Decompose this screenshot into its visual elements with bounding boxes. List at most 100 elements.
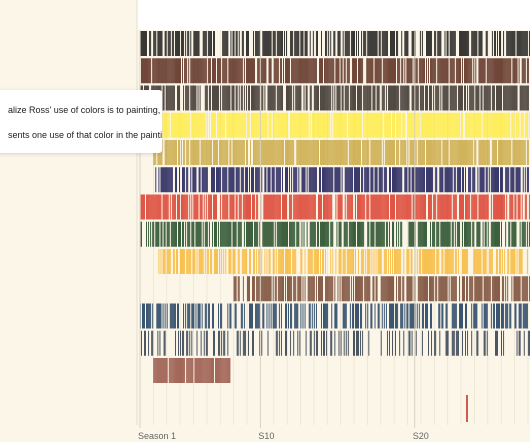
episode-mark <box>462 167 463 193</box>
episode-mark <box>395 303 397 329</box>
episode-mark <box>497 31 498 56</box>
episode-mark <box>463 194 464 220</box>
episode-mark <box>367 85 369 111</box>
episode-mark <box>347 194 349 220</box>
episode-mark <box>165 167 167 193</box>
episode-mark <box>468 221 470 247</box>
episode-mark <box>288 249 289 274</box>
episode-mark <box>278 31 280 56</box>
episode-mark <box>212 85 213 111</box>
episode-mark <box>397 58 399 84</box>
episode-mark <box>515 58 517 84</box>
episode-mark <box>428 140 429 165</box>
episode-mark <box>528 194 530 220</box>
episode-mark <box>479 167 481 193</box>
episode-mark <box>496 330 497 356</box>
episode-mark <box>348 140 350 165</box>
episode-mark <box>500 167 501 193</box>
episode-mark <box>187 140 189 165</box>
episode-mark <box>280 221 282 247</box>
episode-mark <box>268 249 270 274</box>
episode-mark <box>277 85 279 111</box>
episode-mark <box>471 58 473 84</box>
episode-mark <box>205 194 207 220</box>
episode-mark <box>184 249 186 274</box>
episode-mark <box>350 194 352 220</box>
episode-mark <box>477 167 479 193</box>
episode-mark <box>434 140 436 165</box>
episode-mark <box>232 221 234 247</box>
episode-mark <box>195 58 197 84</box>
episode-mark <box>510 303 512 329</box>
episode-mark <box>297 58 299 84</box>
episode-mark <box>203 31 205 56</box>
episode-mark <box>194 85 196 111</box>
episode-mark <box>419 221 421 247</box>
episode-mark <box>287 167 288 193</box>
episode-mark <box>252 167 253 193</box>
episode-mark <box>394 249 395 274</box>
episode-mark <box>212 58 213 84</box>
episode-mark <box>403 112 405 138</box>
episode-mark <box>451 249 453 274</box>
episode-mark <box>442 167 444 193</box>
episode-mark <box>294 303 296 329</box>
episode-mark <box>269 221 271 247</box>
episode-mark <box>280 249 282 274</box>
episode-mark <box>451 276 453 302</box>
episode-mark <box>402 85 404 111</box>
episode-mark <box>348 112 350 138</box>
episode-mark <box>145 330 146 356</box>
episode-mark <box>204 303 206 329</box>
episode-mark <box>192 112 194 138</box>
episode-mark <box>435 112 437 138</box>
episode-mark <box>497 167 498 193</box>
episode-mark <box>337 140 339 165</box>
episode-mark <box>289 140 291 165</box>
episode-mark <box>270 303 272 329</box>
episode-mark <box>453 31 455 56</box>
episode-mark <box>522 58 524 84</box>
episode-mark <box>421 330 423 356</box>
episode-mark <box>172 249 174 274</box>
episode-mark <box>166 303 168 329</box>
episode-mark <box>473 85 475 111</box>
episode-mark <box>174 58 176 84</box>
episode-mark <box>283 58 284 84</box>
episode-mark <box>378 31 380 56</box>
episode-mark <box>358 276 359 302</box>
episode-mark <box>476 330 478 356</box>
episode-mark <box>516 249 518 274</box>
episode-mark <box>313 85 315 111</box>
episode-mark <box>279 85 281 111</box>
episode-mark <box>512 140 514 165</box>
episode-mark <box>382 221 384 247</box>
episode-mark <box>174 112 176 138</box>
episode-mark <box>455 303 457 329</box>
episode-mark <box>180 112 181 138</box>
episode-mark <box>460 58 461 84</box>
episode-mark <box>169 85 171 111</box>
episode-mark <box>367 58 369 84</box>
episode-mark <box>351 221 353 247</box>
episode-mark <box>269 85 271 111</box>
episode-mark <box>294 112 296 138</box>
episode-mark <box>314 221 316 247</box>
episode-mark <box>376 276 378 302</box>
episode-mark <box>362 140 364 165</box>
episode-mark <box>318 85 319 111</box>
episode-mark <box>517 276 519 302</box>
episode-mark <box>179 221 180 247</box>
episode-mark <box>243 58 245 84</box>
episode-mark <box>183 330 185 356</box>
episode-mark <box>255 140 257 165</box>
episode-mark <box>526 276 528 302</box>
episode-mark <box>421 303 423 329</box>
episode-mark <box>150 194 152 220</box>
episode-mark <box>181 140 182 165</box>
episode-mark <box>520 303 522 329</box>
episode-mark <box>259 276 261 302</box>
episode-mark <box>328 58 330 84</box>
episode-mark <box>255 112 257 138</box>
episode-mark <box>229 112 231 138</box>
